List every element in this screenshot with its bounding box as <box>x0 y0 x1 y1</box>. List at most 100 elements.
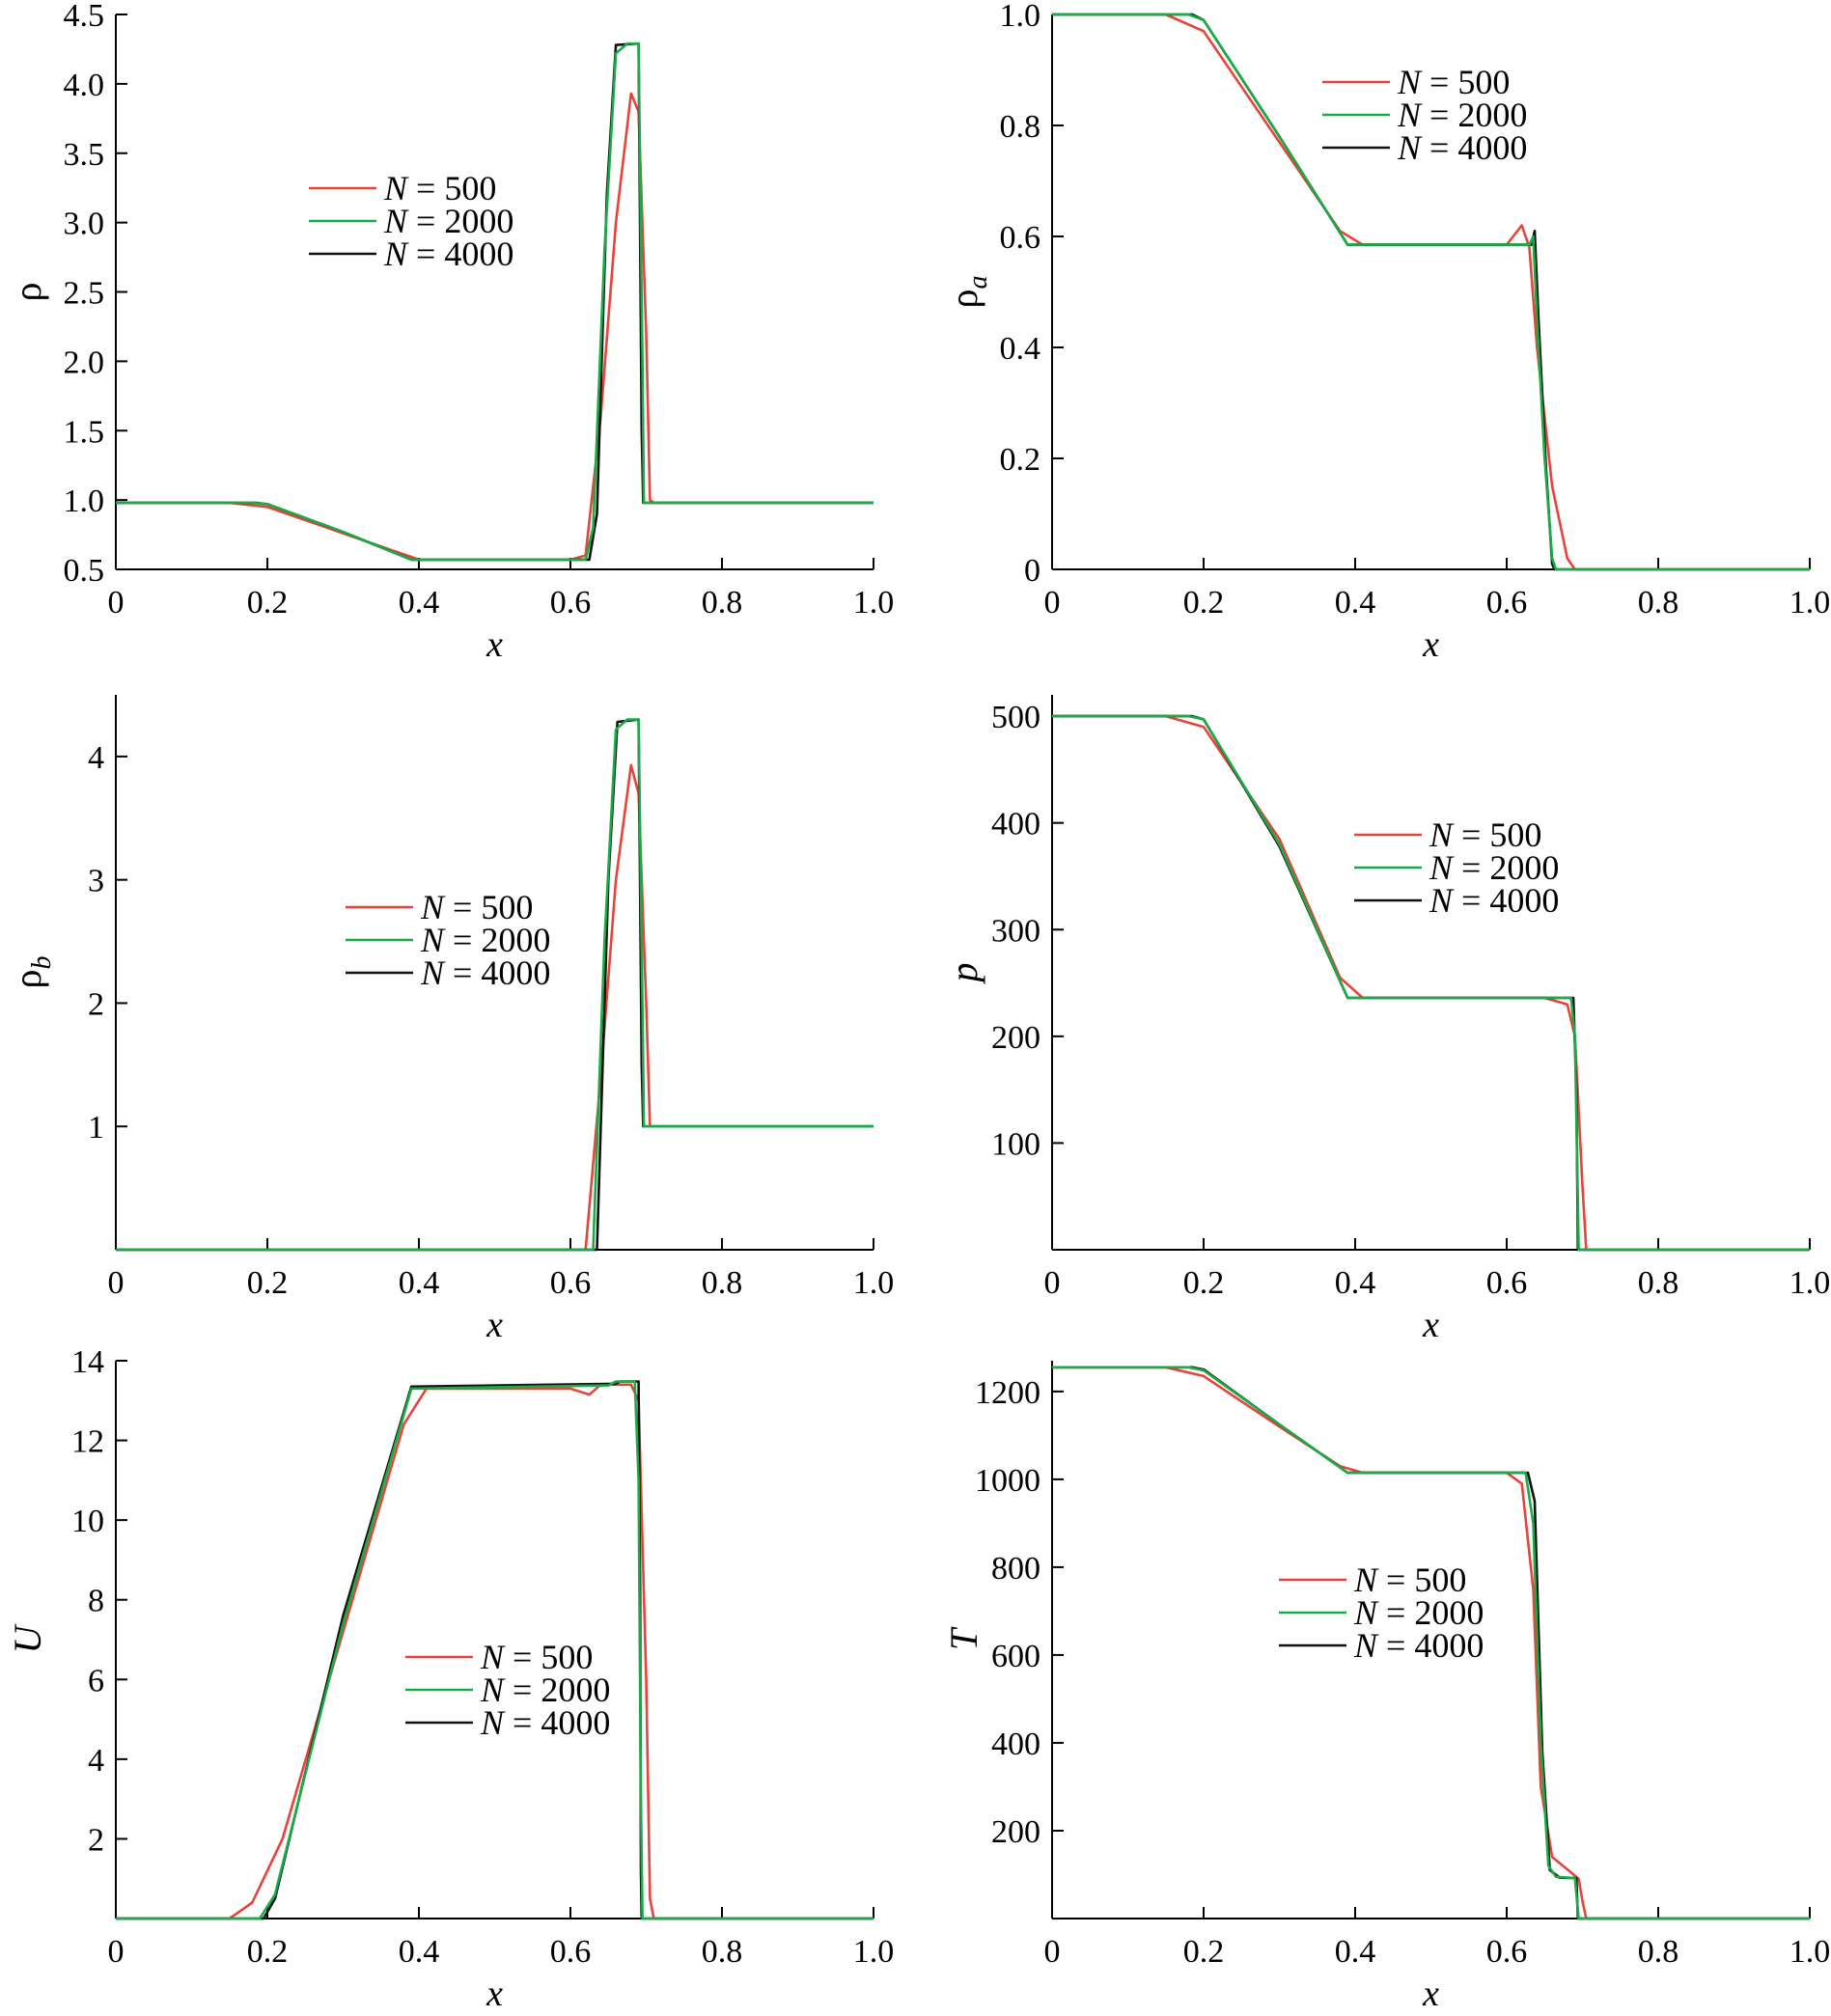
x-axis-label: x <box>1422 1305 1439 1345</box>
x-tick-label: 0.4 <box>1335 1934 1376 1970</box>
series-line-n2000 <box>1052 714 1810 1252</box>
x-tick-label: 0 <box>1044 1934 1061 1970</box>
y-axis-label: p <box>942 963 985 985</box>
chart-panel-6: 0 0.2 0.4 0.6 0.8 1.0 200 400 600 800 1000 1200 x T N … <box>942 1361 1830 2014</box>
y-tick-label: 4.0 <box>64 68 105 103</box>
x-tick-label: 0 <box>1044 1265 1061 1301</box>
x-tick-label: 1.0 <box>1789 585 1831 621</box>
y-tick-label: 600 <box>991 1639 1040 1674</box>
series-line-n500 <box>116 92 874 562</box>
x-tick-label: 0 <box>1044 585 1061 621</box>
series-line-n500 <box>116 763 874 1252</box>
y-tick-label: 12 <box>71 1424 104 1460</box>
y-axis-label: T <box>942 1626 985 1650</box>
series-line-n4000 <box>1052 714 1810 1252</box>
legend-label: N = 4000 <box>480 1703 610 1742</box>
y-tick-label: 1 <box>88 1110 104 1146</box>
y-axis-label: ρb <box>6 956 57 989</box>
series-line-n500 <box>1052 13 1810 571</box>
series-line-n2000 <box>116 1380 874 1920</box>
legend-label: N = 500 <box>1429 815 1541 854</box>
y-tick-label: 800 <box>991 1551 1040 1587</box>
series-line-n2000 <box>1052 1366 1810 1920</box>
y-tick-label: 300 <box>991 913 1040 949</box>
chart-panel-1: 0 0.2 0.4 0.6 0.8 1.0 0.5 1.0 1.5 2.0 2.5 3.0 3.5 4.0… <box>6 0 894 665</box>
y-tick-label: 0.2 <box>1000 442 1041 478</box>
y-tick-label: 8 <box>88 1584 104 1619</box>
x-tick-label: 0.8 <box>702 585 743 621</box>
y-tick-label: 0.6 <box>1000 220 1041 256</box>
x-axis-label: x <box>485 1305 503 1345</box>
legend-label: N = 4000 <box>1353 1626 1484 1665</box>
x-tick-label: 0.4 <box>399 1934 440 1970</box>
legend-label: N = 4000 <box>1397 128 1527 167</box>
x-tick-label: 0.2 <box>1183 1265 1225 1301</box>
y-tick-label: 2.0 <box>64 345 105 380</box>
y-tick-label: 400 <box>991 1726 1040 1762</box>
y-tick-label: 14 <box>71 1344 104 1380</box>
y-axis-label: ρa <box>942 276 993 309</box>
y-axis-label: ρ <box>6 283 49 302</box>
y-tick-label: 2 <box>88 986 104 1022</box>
legend-label: N = 2000 <box>383 202 513 240</box>
y-tick-label: 4 <box>88 1743 104 1779</box>
y-tick-label: 10 <box>71 1504 104 1539</box>
x-tick-label: 1.0 <box>1789 1934 1831 1970</box>
y-tick-label: 500 <box>991 700 1040 735</box>
series-line-n2000 <box>116 41 874 562</box>
series-line-n500 <box>1052 1366 1810 1920</box>
x-tick-label: 0.2 <box>1183 585 1225 621</box>
legend-label: N = 4000 <box>1429 881 1559 920</box>
legend-label: N = 500 <box>420 888 533 926</box>
x-tick-label: 0.6 <box>1486 1265 1528 1301</box>
x-tick-label: 1.0 <box>1789 1265 1831 1301</box>
x-tick-label: 0.2 <box>247 1934 289 1970</box>
y-tick-label: 2 <box>88 1822 104 1858</box>
legend-label: N = 2000 <box>1353 1593 1484 1632</box>
y-tick-label: 0 <box>1024 553 1040 589</box>
x-tick-label: 0.6 <box>550 1265 592 1301</box>
series-line-n500 <box>1052 714 1810 1252</box>
legend-label: N = 500 <box>1353 1560 1466 1599</box>
x-tick-label: 0.6 <box>1486 1934 1528 1970</box>
legend-label: N = 500 <box>1397 63 1510 101</box>
y-tick-label: 3.0 <box>64 207 105 242</box>
y-tick-label: 0.8 <box>1000 109 1041 145</box>
x-tick-label: 0.8 <box>1638 1265 1679 1301</box>
legend-label: N = 2000 <box>420 921 550 959</box>
legend-label: N = 2000 <box>480 1671 610 1709</box>
legend-label: N = 4000 <box>383 235 513 273</box>
y-tick-label: 200 <box>991 1020 1040 1056</box>
x-tick-label: 0.8 <box>1638 1934 1679 1970</box>
x-tick-label: 0 <box>108 1265 125 1301</box>
y-tick-label: 400 <box>991 807 1040 842</box>
x-tick-label: 0.2 <box>247 1265 289 1301</box>
chart-panel-4: 0 0.2 0.4 0.6 0.8 1.0 100 200 300 400 500 x p N = 500… <box>942 695 1830 1345</box>
x-tick-label: 0.6 <box>1486 585 1528 621</box>
x-tick-label: 1.0 <box>853 585 895 621</box>
x-tick-label: 0 <box>108 1934 125 1970</box>
x-axis-label: x <box>485 624 503 665</box>
x-tick-label: 0.2 <box>247 585 289 621</box>
chart-panel-2: 0 0.2 0.4 0.6 0.8 1.0 0 0.2 0.4 0.6 0.8 1.0 x ρa N = 5… <box>942 0 1830 665</box>
x-tick-label: 0.8 <box>1638 585 1679 621</box>
x-tick-label: 0.4 <box>399 1265 440 1301</box>
y-tick-label: 4.5 <box>64 0 105 34</box>
legend-label: N = 4000 <box>420 953 550 992</box>
x-tick-label: 0.8 <box>702 1265 743 1301</box>
x-tick-label: 1.0 <box>853 1265 895 1301</box>
y-tick-label: 1200 <box>975 1375 1040 1411</box>
legend-label: N = 500 <box>480 1638 593 1676</box>
y-tick-label: 100 <box>991 1126 1040 1162</box>
series-line-n4000 <box>116 41 874 562</box>
y-tick-label: 1.0 <box>1000 0 1041 34</box>
legend-label: N = 2000 <box>1429 848 1559 887</box>
y-tick-label: 6 <box>88 1663 104 1698</box>
